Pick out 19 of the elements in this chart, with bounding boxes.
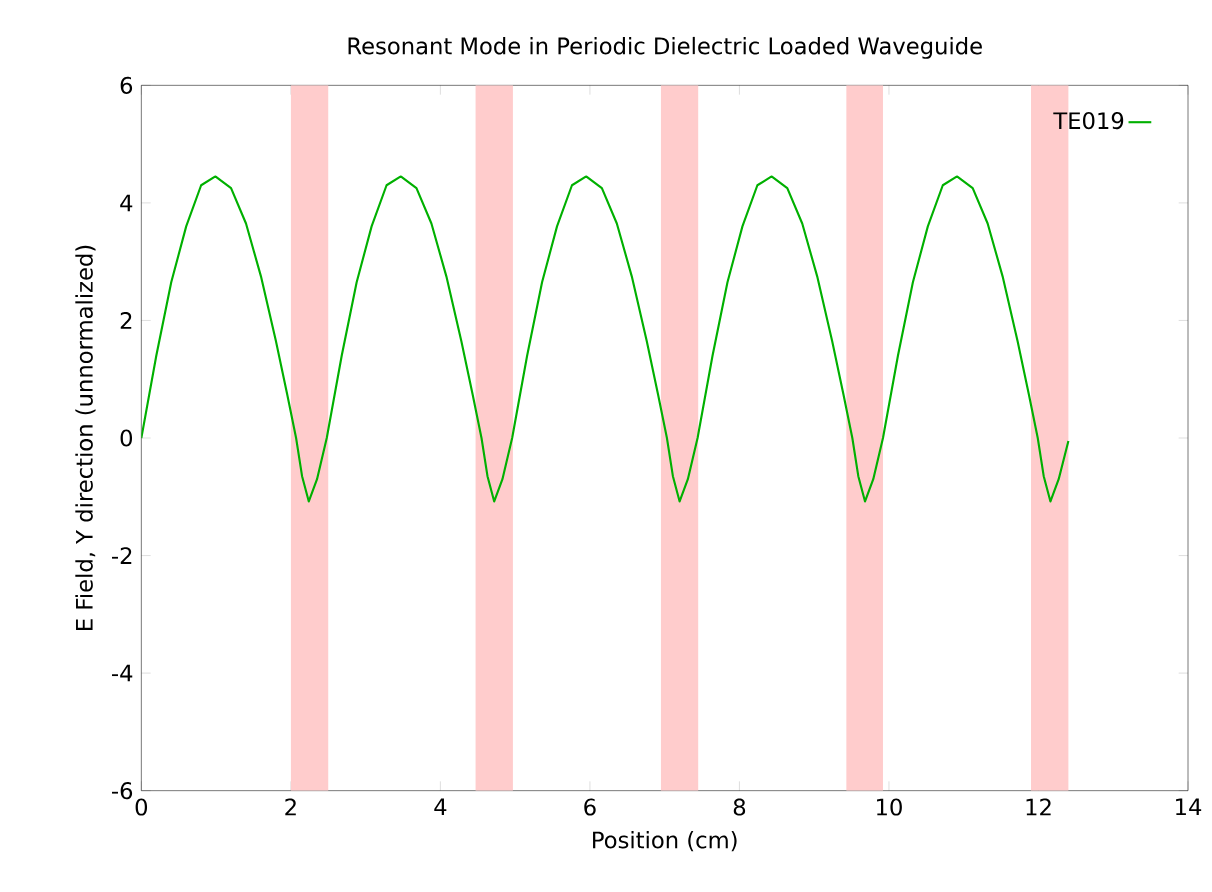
y-tick-label: 0	[120, 429, 133, 447]
x-tick-label: 4	[434, 798, 447, 816]
x-tick-label: 14	[1176, 798, 1202, 816]
y-tick-label: 4	[120, 194, 133, 212]
legend-label: TE019	[1053, 112, 1124, 130]
y-tick-label: 2	[120, 312, 132, 329]
chart-title: Resonant Mode in Periodic Dielectric Loaded Waveguide	[348, 36, 982, 59]
x-axis-title: Position (cm)	[593, 831, 737, 852]
y-tick-label: -4	[112, 664, 133, 682]
x-tick-label: 8	[733, 798, 746, 816]
y-tick-label: -2	[112, 547, 132, 564]
x-tick-label: 6	[584, 798, 596, 816]
x-tick-label: 10	[877, 798, 902, 816]
y-tick-label: 6	[120, 76, 133, 94]
y-axis-title: E Field, Y direction (unnormalized)	[75, 245, 96, 630]
x-tick-label: 12	[1026, 798, 1051, 816]
x-tick-label: 0	[135, 798, 148, 816]
x-tick-label: 2	[285, 798, 296, 816]
y-tick-label: -6	[112, 782, 133, 800]
